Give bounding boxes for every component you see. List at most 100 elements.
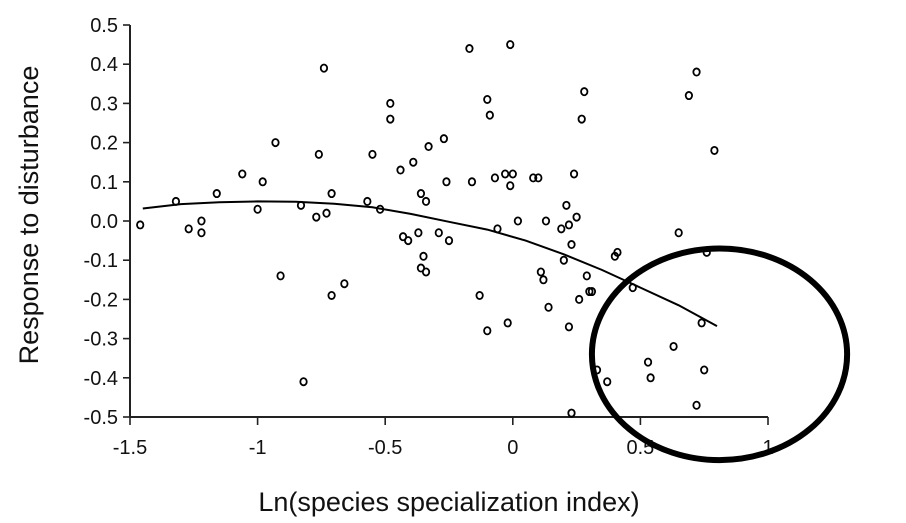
data-point	[529, 173, 538, 183]
data-point	[340, 279, 349, 289]
data-point	[475, 290, 484, 300]
data-point	[697, 318, 706, 328]
data-point	[386, 114, 395, 124]
data-point	[312, 212, 321, 222]
data-point	[467, 177, 477, 187]
x-tick-label: 1	[762, 437, 773, 459]
y-tick-label: 0.1	[90, 172, 118, 194]
data-point	[506, 181, 515, 191]
data-point	[572, 212, 581, 222]
data-point	[421, 196, 431, 206]
data-point	[327, 189, 336, 199]
data-point	[404, 236, 413, 246]
y-axis-title: Response to disturbance	[14, 66, 44, 365]
y-tick-label: -0.2	[84, 289, 118, 311]
y-tick-label: 0.4	[90, 54, 118, 76]
data-point	[258, 177, 267, 187]
data-point	[363, 196, 372, 206]
annotation-group	[588, 245, 851, 464]
data-point	[669, 341, 678, 351]
data-point	[564, 220, 574, 230]
data-point	[536, 267, 545, 277]
data-point	[577, 114, 586, 124]
data-point	[490, 173, 500, 183]
data-point	[692, 67, 701, 77]
data-point	[212, 189, 221, 199]
data-point	[368, 149, 377, 159]
y-tick-label: -0.3	[84, 329, 118, 351]
data-point	[424, 142, 433, 152]
data-point	[575, 294, 584, 304]
data-point	[643, 357, 653, 367]
x-tick-label: -1.5	[113, 437, 147, 459]
data-point	[544, 302, 553, 312]
y-tick-label: 0.0	[90, 211, 118, 233]
data-point	[564, 322, 574, 332]
data-point	[238, 169, 247, 179]
data-point	[508, 169, 517, 179]
data-point	[684, 91, 693, 101]
data-point	[416, 189, 426, 199]
data-point	[184, 224, 193, 234]
data-point	[603, 377, 612, 387]
data-point	[567, 240, 576, 250]
data-point	[569, 169, 579, 179]
fit-curve	[142, 200, 718, 327]
y-tick-label: -0.4	[84, 368, 118, 390]
data-point	[557, 224, 566, 234]
x-axis-title: Ln(species specialization index)	[258, 487, 639, 517]
data-point	[580, 87, 589, 97]
x-tick-label: -1	[249, 437, 267, 459]
data-point	[585, 287, 594, 297]
data-point	[692, 400, 701, 410]
data-point	[710, 145, 719, 155]
data-point	[197, 228, 206, 238]
y-tick-label: 0.3	[90, 93, 118, 115]
data-point	[483, 326, 492, 336]
data-point	[562, 200, 571, 210]
fit-curve-group	[142, 200, 718, 327]
data-point	[559, 255, 568, 265]
data-point	[386, 98, 395, 108]
data-points	[136, 40, 719, 418]
data-point	[442, 177, 451, 187]
data-point	[414, 228, 423, 238]
data-point	[700, 365, 709, 375]
data-point	[314, 149, 323, 159]
data-point	[419, 251, 428, 261]
x-tick-label: -0.5	[368, 437, 402, 459]
y-tick-label: 0.5	[90, 15, 118, 37]
y-tick-label: 0.2	[90, 133, 118, 155]
data-point	[276, 271, 285, 281]
data-point	[513, 216, 523, 226]
data-point	[534, 173, 543, 183]
data-point	[319, 63, 329, 73]
data-point	[506, 40, 515, 50]
data-point	[465, 44, 474, 54]
data-point	[253, 204, 262, 214]
highlight-circle	[588, 245, 851, 464]
data-point	[444, 236, 454, 246]
data-point	[613, 247, 622, 257]
data-point	[136, 220, 145, 230]
data-point	[434, 228, 443, 238]
data-point	[299, 377, 308, 387]
data-point	[567, 408, 576, 418]
axes: 0.5 0.4 0.3 0.2 0.1 0.0 -0.1 -0.2 -0.3 -0.4 -0.5 -1…	[84, 15, 774, 459]
data-point	[503, 318, 512, 328]
data-point	[322, 208, 331, 218]
x-tick-label: 0	[507, 437, 518, 459]
data-point	[674, 228, 683, 238]
data-point	[327, 290, 336, 300]
data-point	[587, 287, 597, 297]
data-point	[396, 165, 405, 175]
data-point	[582, 271, 591, 281]
data-point	[271, 138, 280, 148]
data-point	[421, 267, 431, 277]
y-tick-label: -0.1	[84, 250, 118, 272]
data-point	[439, 134, 448, 144]
data-point	[409, 157, 418, 167]
data-point	[539, 275, 548, 285]
data-point	[646, 373, 655, 383]
